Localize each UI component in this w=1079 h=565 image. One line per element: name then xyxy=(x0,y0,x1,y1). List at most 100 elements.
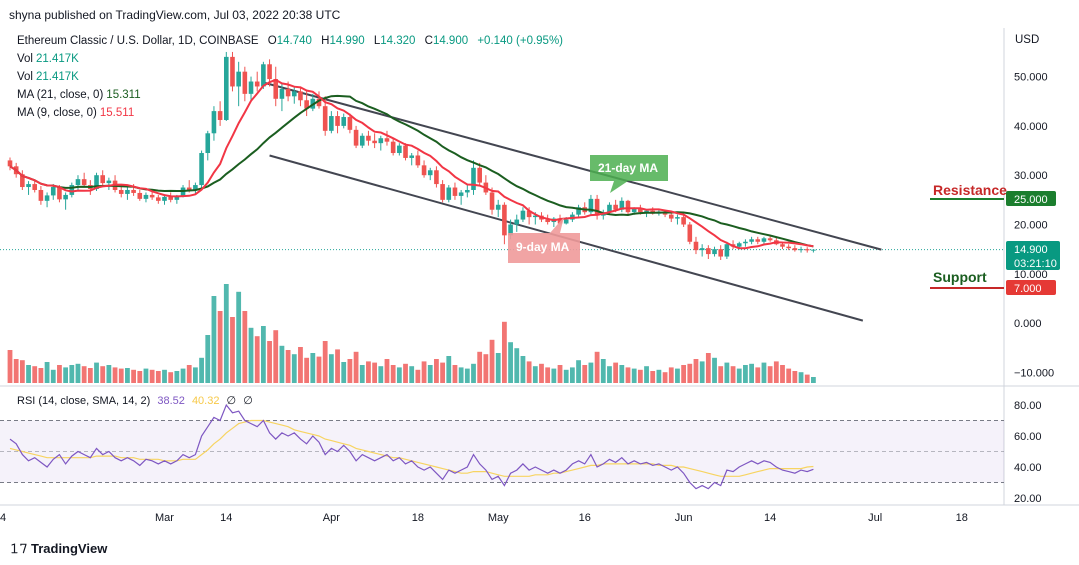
volume-bar xyxy=(576,360,581,383)
time-tick-label: 14 xyxy=(764,512,776,524)
volume-bar xyxy=(749,363,754,383)
candle-body xyxy=(69,185,75,195)
candle-body xyxy=(625,200,631,213)
candle-body xyxy=(273,79,279,99)
volume-bar xyxy=(254,336,260,383)
volume-bar xyxy=(384,359,390,383)
candle-body xyxy=(502,204,507,236)
volume-bar xyxy=(217,311,223,383)
volume-bar xyxy=(625,367,631,383)
volume-bar xyxy=(100,366,106,383)
candle-body xyxy=(631,208,637,213)
indicator-vol-1[interactable]: Vol 21.417K xyxy=(17,53,79,65)
volume-bar xyxy=(131,369,136,383)
tradingview-logo[interactable]: 𝟷𝟽 TradingView xyxy=(10,540,107,557)
candle-body xyxy=(211,111,217,134)
indicator-value: 15.511 xyxy=(99,107,135,119)
candle-body xyxy=(767,238,773,241)
candle-body xyxy=(489,192,495,210)
candle-body xyxy=(50,187,56,196)
candle-body xyxy=(106,180,112,184)
rsi-legend[interactable]: RSI (14, close, SMA, 14, 2) 38.52 40.32 … xyxy=(17,394,253,407)
volume-bars xyxy=(7,284,816,383)
volume-bar xyxy=(718,366,724,383)
volume-bar xyxy=(304,357,310,383)
volume-bar xyxy=(786,368,792,383)
indicator-ma21[interactable]: MA (21, close, 0) 15.311 xyxy=(17,89,141,101)
volume-bar xyxy=(328,354,334,383)
candle-body xyxy=(526,210,532,218)
indicator-ma9[interactable]: MA (9, close, 0) 15.511 xyxy=(17,107,134,119)
volume-bar xyxy=(7,350,13,383)
resistance-tag xyxy=(1006,191,1056,206)
candle-body xyxy=(322,106,328,131)
candle-body xyxy=(125,189,130,194)
candle-body xyxy=(44,195,50,201)
volume-bar xyxy=(248,327,254,383)
volume-bar xyxy=(495,353,501,383)
indicator-value: 21.417K xyxy=(36,53,79,65)
indicator-label: Vol xyxy=(17,71,33,83)
rsi-tick-label: 40.00 xyxy=(1014,462,1042,474)
volume-bar xyxy=(755,367,761,383)
volume-bar xyxy=(341,362,347,383)
indicator-vol-2[interactable]: Vol 21.417K xyxy=(17,71,79,83)
volume-bar xyxy=(421,361,427,383)
volume-bar xyxy=(372,362,378,383)
candle-body xyxy=(298,91,303,101)
volume-bar xyxy=(656,369,662,383)
candle-body xyxy=(477,167,482,183)
volume-bar xyxy=(378,366,384,383)
candle-body xyxy=(174,195,180,200)
volume-bar xyxy=(32,366,38,383)
rsi-tick-label: 20.00 xyxy=(1014,493,1042,505)
volume-bar xyxy=(582,365,588,383)
volume-bar xyxy=(736,368,742,383)
symbol-legend: Ethereum Classic / U.S. Dollar, 1D, COIN… xyxy=(17,35,563,47)
candle-body xyxy=(687,224,693,242)
candle-body xyxy=(563,219,569,224)
candle-body xyxy=(675,217,680,219)
candle-body xyxy=(329,116,334,131)
candle-body xyxy=(205,133,211,154)
candle-body xyxy=(434,170,439,185)
volume-bar xyxy=(353,351,359,383)
volume-bar xyxy=(440,362,445,383)
rsi-value: 38.52 xyxy=(157,395,185,407)
volume-bar xyxy=(81,366,87,383)
time-tick-label: Mar xyxy=(155,512,174,524)
resistance-label: Resistance xyxy=(933,182,1007,198)
indicator-label: MA (21, close, 0) xyxy=(17,89,104,101)
volume-bar xyxy=(681,365,687,383)
candle-body xyxy=(427,170,433,176)
volume-bar xyxy=(446,356,452,383)
candle-body xyxy=(248,81,254,94)
candle-body xyxy=(156,197,161,201)
candle-body xyxy=(693,241,699,251)
volume-bar xyxy=(773,361,779,383)
candle-body xyxy=(786,246,791,249)
volume-bar xyxy=(693,359,699,383)
volume-bar xyxy=(19,360,25,383)
volume-bar xyxy=(705,353,711,383)
ma9-callout-text: 9-day MA xyxy=(516,240,570,254)
volume-bar xyxy=(532,366,538,383)
candle-body xyxy=(32,184,38,190)
volume-bar xyxy=(230,317,235,383)
candle-body xyxy=(588,198,594,213)
candle-body xyxy=(291,91,297,97)
time-tick-label: Jun xyxy=(675,512,693,524)
candle-body xyxy=(421,165,427,176)
candle-body xyxy=(594,198,600,216)
volume-bar xyxy=(298,347,303,383)
candle-body xyxy=(613,204,618,210)
price-tick-label: 40.000 xyxy=(1014,121,1048,133)
support-tag xyxy=(1006,280,1056,295)
volume-bar xyxy=(403,363,408,383)
candle-body xyxy=(508,224,513,236)
candle-body xyxy=(75,179,81,186)
candle-body xyxy=(440,184,445,200)
tv-logo-icon: 𝟷𝟽 xyxy=(10,540,28,556)
candle-body xyxy=(761,238,767,242)
